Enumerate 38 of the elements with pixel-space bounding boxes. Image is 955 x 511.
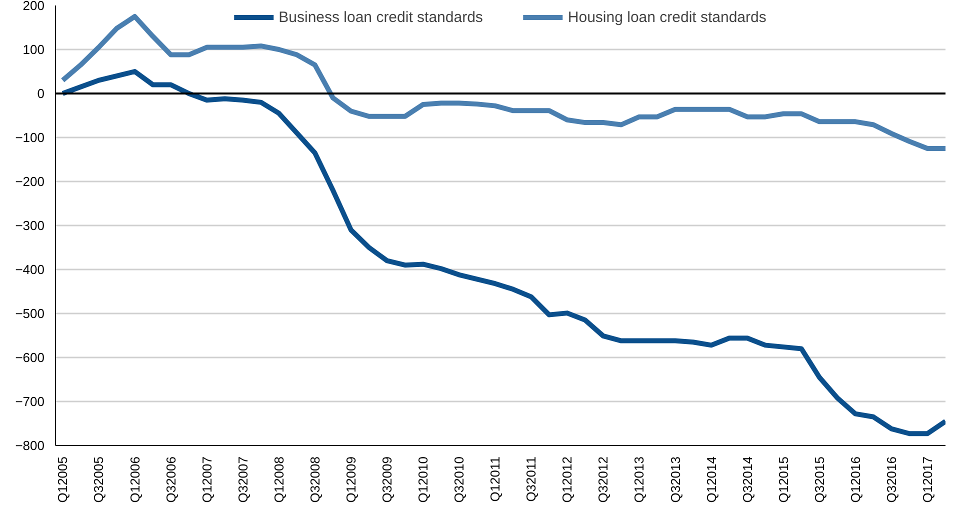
x-tick-label: Q12010 — [416, 456, 431, 503]
x-tick-label: Q12015 — [776, 456, 791, 503]
x-tick-label: Q32014 — [740, 456, 755, 503]
y-tick-label: −800 — [15, 438, 45, 453]
y-tick-label: 200 — [22, 0, 45, 13]
y-tick-label: −400 — [15, 262, 45, 277]
x-tick-label: Q12009 — [343, 456, 358, 503]
x-tick-label: Q32009 — [380, 456, 394, 503]
x-tick-label: Q12014 — [704, 456, 719, 503]
y-tick-label: 100 — [22, 42, 45, 57]
legend-label: Business loan credit standards — [278, 8, 483, 26]
y-tick-label: −200 — [15, 174, 45, 189]
x-tick-label: Q12006 — [127, 456, 142, 503]
x-tick-label: Q32010 — [452, 456, 467, 503]
x-tick-label: Q32015 — [812, 456, 827, 503]
x-tick-label: Q12007 — [199, 456, 214, 503]
legend-label: Housing loan credit standards — [568, 8, 766, 26]
x-tick-label: Q12011 — [488, 456, 503, 502]
x-tick-label: Q12017 — [920, 456, 935, 503]
x-tick-label: Q32013 — [668, 456, 683, 503]
x-tick-label: Q32007 — [235, 456, 250, 503]
y-tick-label: −600 — [15, 350, 45, 365]
x-tick-label: Q12012 — [560, 456, 575, 503]
x-tick-label: Q12008 — [271, 456, 286, 503]
x-tick-label: Q32008 — [307, 456, 322, 503]
x-tick-label: Q32006 — [163, 456, 178, 503]
x-tick-label: Q32005 — [91, 456, 106, 503]
y-tick-label: −700 — [15, 394, 45, 409]
y-tick-label: −300 — [15, 218, 45, 233]
y-tick-label: −500 — [15, 306, 45, 321]
x-tick-label: Q12005 — [55, 456, 70, 503]
y-tick-label: −100 — [15, 130, 45, 145]
x-tick-label: Q12016 — [848, 456, 863, 503]
x-tick-label: Q32011 — [524, 456, 539, 502]
x-tick-label: Q32012 — [596, 456, 611, 503]
y-tick-label: 0 — [37, 86, 45, 101]
x-tick-label: Q12013 — [632, 456, 647, 503]
x-tick-label: Q32016 — [884, 456, 899, 503]
